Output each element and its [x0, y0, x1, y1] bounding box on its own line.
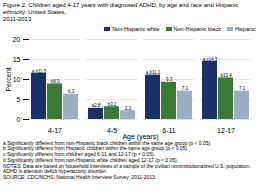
svg-text:5: 5: [17, 95, 21, 102]
svg-text:a,b11.1: a,b11.1: [146, 70, 161, 75]
svg-text:6-11: 6-11: [162, 127, 176, 134]
svg-text:4-5: 4-5: [107, 127, 117, 134]
svg-text:a,c14.5: a,c14.5: [203, 56, 218, 61]
svg-text:7.1: 7.1: [182, 86, 189, 91]
svg-text:b10.4: b10.4: [220, 72, 232, 77]
html-text:b Significantly different from: b Significantly different from Hispanic …: [3, 145, 189, 152]
svg-text:Age (years): Age (years): [122, 132, 158, 140]
html-text:Non-Hispanic white: Non-Hispanic white: [112, 25, 160, 32]
html-text:Hispanic: Hispanic: [234, 25, 256, 32]
svg-text:a,b11.5: a,b11.5: [32, 68, 47, 73]
svg-text:7.1: 7.1: [239, 86, 246, 91]
svg-text:12-17: 12-17: [217, 127, 235, 134]
svg-text:b3.2: b3.2: [108, 101, 117, 106]
svg-text:b8.9: b8.9: [51, 78, 60, 83]
svg-text:6.3: 6.3: [68, 89, 75, 94]
html-text:d Significantly different from: d Significantly different from non-Hispa…: [3, 156, 179, 163]
svg-text:a2.8: a2.8: [92, 103, 101, 108]
html-text:c Significantly different from: c Significantly different from children …: [3, 151, 155, 158]
svg-text:0: 0: [17, 115, 21, 122]
html-text:a Significantly different from: a Significantly different from non-Hispa…: [3, 139, 212, 146]
svg-text:20: 20: [13, 35, 21, 42]
svg-text:2.2: 2.2: [125, 105, 132, 110]
svg-text:9.3: 9.3: [166, 77, 173, 82]
html-text:NOTES: Data are based on house: NOTES: Data are based on household inter…: [3, 162, 251, 175]
svg-text:Percent: Percent: [5, 67, 12, 91]
html-text:SOURCE: CDC/NCHS, National Hea: SOURCE: CDC/NCHS, National Health Interv…: [3, 174, 157, 181]
html-text:Non-Hispanic black: Non-Hispanic black: [173, 25, 221, 32]
svg-text:15: 15: [13, 55, 21, 62]
svg-text:10: 10: [13, 75, 21, 82]
svg-text:4-17: 4-17: [48, 127, 62, 134]
html-text:Figure 2. Children aged 4-17 y: Figure 2. Children aged 4-17 years with …: [3, 2, 239, 23]
